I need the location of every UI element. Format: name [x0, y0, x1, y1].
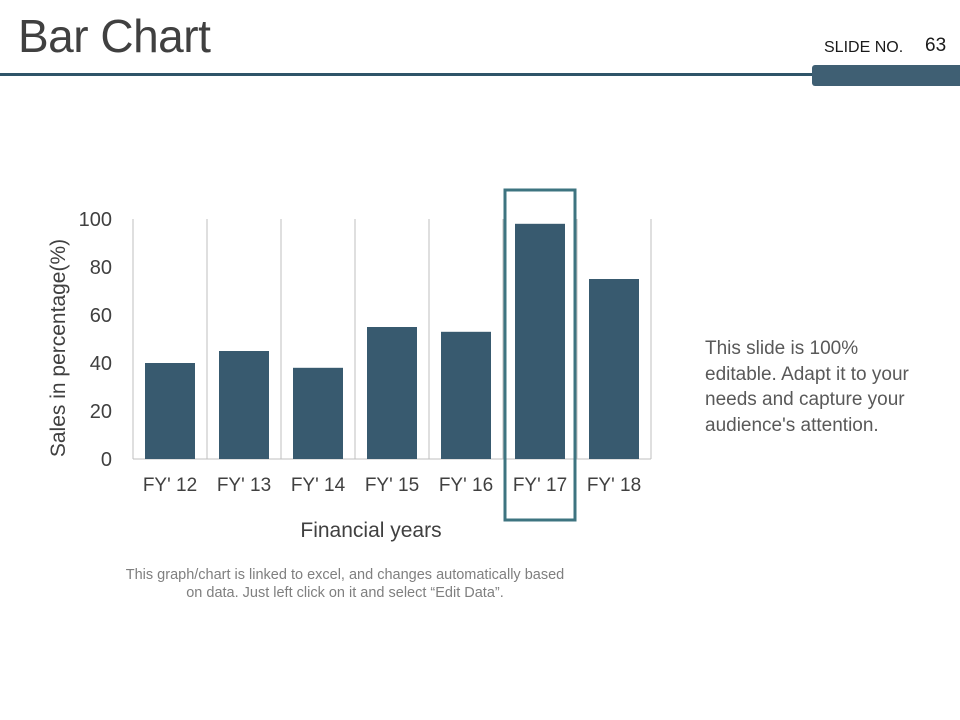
- x-tick-label: FY' 12: [143, 475, 197, 496]
- x-tick-label: FY' 18: [587, 475, 641, 496]
- y-tick-label: 100: [79, 209, 112, 231]
- side-description: This slide is 100% editable. Adapt it to…: [705, 338, 909, 436]
- y-tick-label: 40: [90, 353, 112, 375]
- slide-number: 63: [925, 35, 947, 56]
- bar[interactable]: [219, 351, 269, 459]
- slide-title: Bar Chart: [18, 10, 211, 62]
- x-axis-title: Financial years: [300, 519, 441, 542]
- x-tick-label: FY' 13: [217, 475, 271, 496]
- x-tick-label: FY' 14: [291, 475, 346, 496]
- bar[interactable]: [515, 223, 565, 459]
- bar[interactable]: [367, 327, 417, 459]
- slide-number-tab: [812, 65, 960, 86]
- y-tick-label: 60: [90, 305, 112, 327]
- x-tick-label: FY' 16: [439, 475, 493, 496]
- y-tick-label: 20: [90, 401, 112, 423]
- bar[interactable]: [293, 367, 343, 459]
- x-tick-label: FY' 17: [513, 475, 567, 496]
- bar[interactable]: [145, 363, 195, 459]
- x-tick-label: FY' 15: [365, 475, 419, 496]
- highlight-outline: [503, 188, 577, 522]
- y-tick-label: 0: [101, 449, 112, 471]
- chart-footnote: This graph/chart is linked to excel, and…: [125, 567, 565, 601]
- y-tick-label: 80: [90, 257, 112, 279]
- header-divider: [0, 73, 812, 76]
- y-axis-title: Sales in percentage(%): [47, 239, 70, 457]
- bar[interactable]: [589, 279, 639, 459]
- bar[interactable]: [441, 331, 491, 459]
- slide-number-label: SLIDE NO.: [824, 39, 904, 56]
